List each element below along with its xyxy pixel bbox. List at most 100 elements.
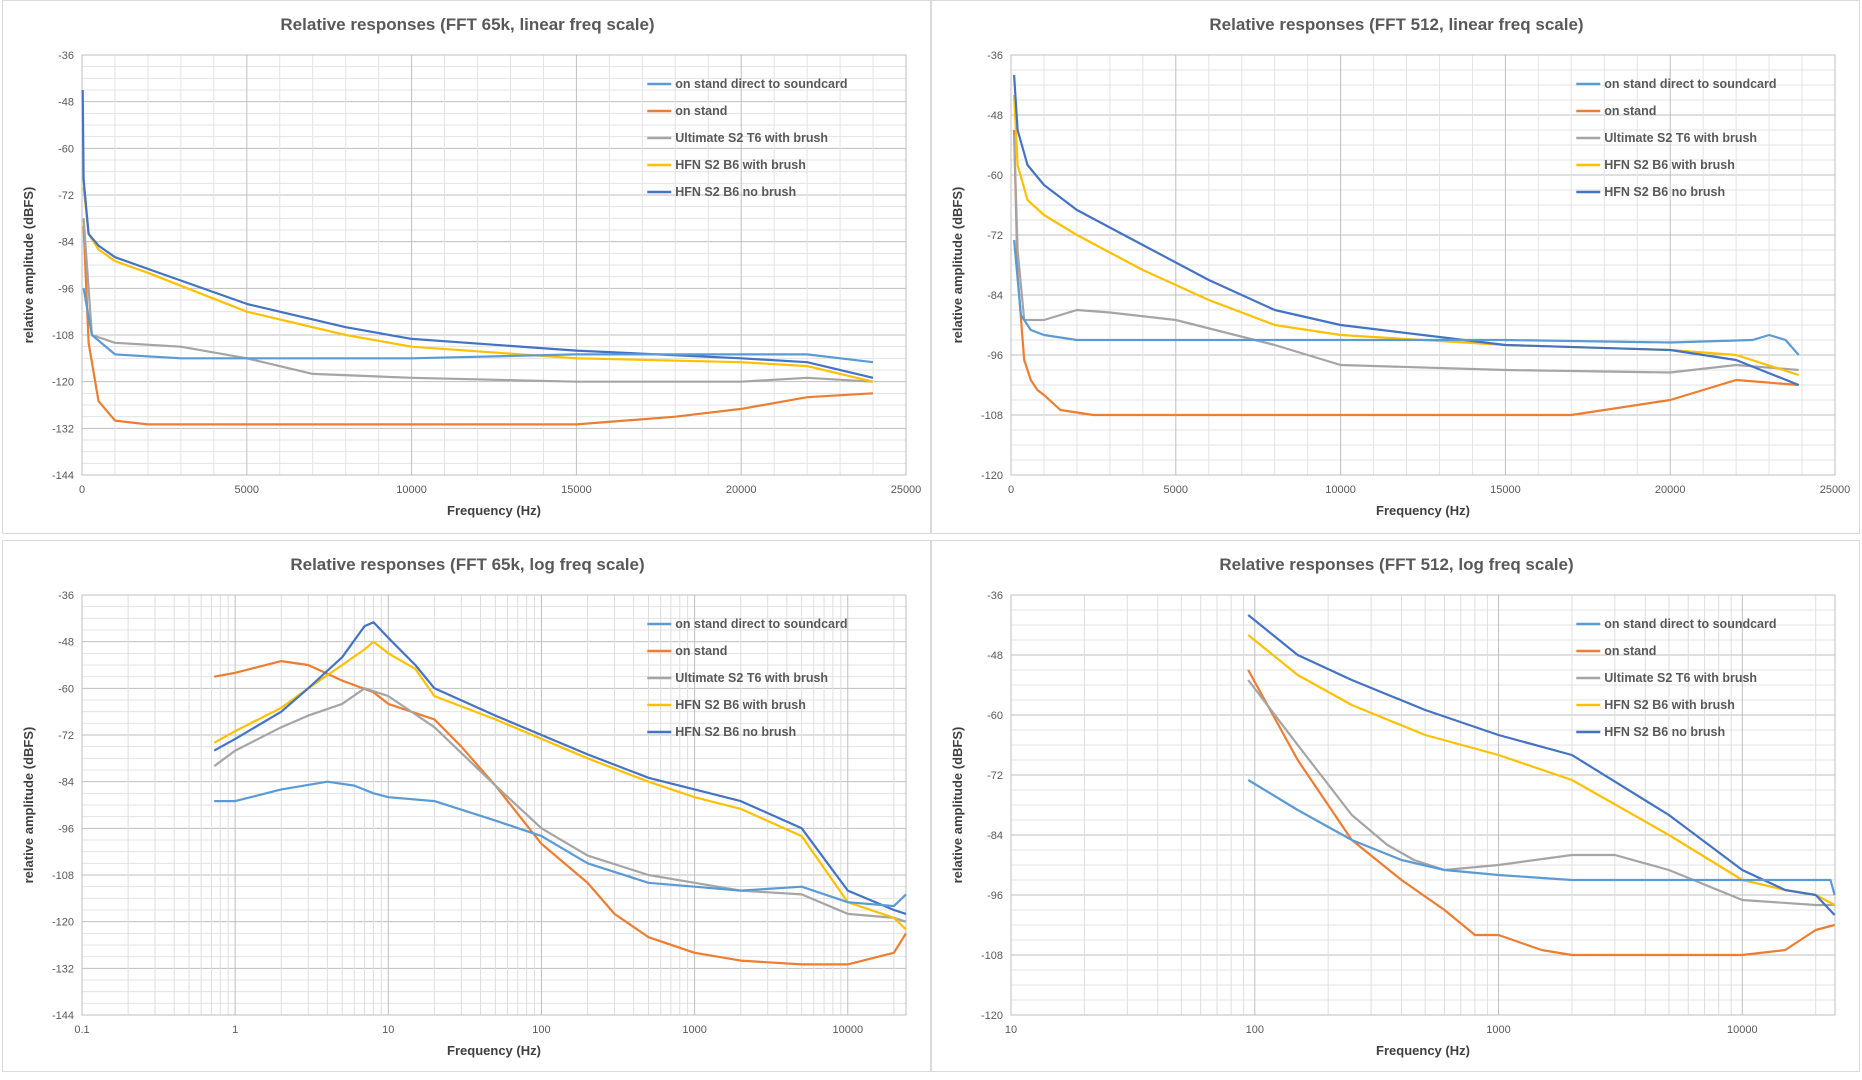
series-line-on-stand — [82, 226, 874, 426]
x-tick-label: 5000 — [1164, 484, 1188, 496]
legend-entry: on stand — [675, 104, 727, 118]
series-group — [81, 89, 874, 426]
y-axis-label: relative amplitude (dBFS) — [21, 187, 36, 344]
x-tick-label: 1000 — [682, 1024, 706, 1036]
x-tick-label: 25000 — [1820, 484, 1851, 496]
y-tick-label: -84 — [987, 290, 1003, 302]
series-line-on-stand — [1247, 669, 1835, 957]
chart-title: Relative responses (FFT 512, log freq sc… — [1219, 555, 1573, 574]
y-tick-label: -36 — [987, 50, 1003, 62]
series-line-on-stand-direct — [1013, 239, 1800, 356]
x-tick-label: 15000 — [561, 484, 592, 496]
series-line-hfn-no-brush — [213, 621, 907, 915]
legend-entry: HFN S2 B6 no brush — [1604, 185, 1725, 199]
legend-entry: on stand — [1604, 644, 1656, 658]
y-tick-label: -96 — [987, 890, 1003, 902]
x-tick-label: 1 — [232, 1024, 238, 1036]
series-line-on-stand — [213, 660, 907, 966]
y-axis-label: relative amplitude (dBFS) — [950, 727, 965, 884]
y-tick-label: -108 — [52, 330, 74, 342]
chart-title: Relative responses (FFT 512, linear freq… — [1209, 15, 1583, 34]
legend: on stand direct to soundcard on stand Ulti… — [647, 617, 848, 739]
gridlines — [81, 54, 907, 476]
legend-entry: Ultimate S2 T6 with brush — [675, 671, 828, 685]
series-line-on-stand-direct — [1247, 779, 1836, 896]
legend-entry: Ultimate S2 T6 with brush — [675, 131, 828, 145]
y-tick-label: -48 — [987, 650, 1003, 662]
series-line-ultimate — [213, 687, 907, 923]
gridlines — [1010, 594, 1835, 1016]
y-tick-label: -36 — [58, 590, 74, 602]
x-tick-label: 25000 — [891, 484, 922, 496]
chart-title: Relative responses (FFT 65k, linear freq… — [280, 15, 654, 34]
y-tick-label: -48 — [58, 637, 74, 649]
y-tick-label: -36 — [987, 590, 1003, 602]
y-tick-label: -120 — [52, 917, 74, 929]
x-tick-label: 100 — [1246, 1024, 1264, 1036]
series-line-ultimate — [82, 218, 874, 383]
x-axis-label: Frequency (Hz) — [447, 503, 541, 518]
gridlines — [81, 594, 906, 1016]
legend-entry: HFN S2 B6 no brush — [675, 725, 796, 739]
legend-entry: HFN S2 B6 with brush — [1604, 698, 1735, 712]
series-line-hfn-brush — [82, 187, 874, 383]
legend-entry: Ultimate S2 T6 with brush — [1604, 671, 1757, 685]
x-tick-label: 10000 — [1727, 1024, 1758, 1036]
x-tick-label: 10000 — [832, 1024, 863, 1036]
y-tick-label: -120 — [981, 470, 1003, 482]
x-axis-label: Frequency (Hz) — [1376, 1043, 1470, 1058]
series-line-on-stand-direct — [82, 288, 874, 364]
x-tick-label: 0 — [1008, 484, 1014, 496]
legend-entry: on stand direct to soundcard — [1604, 617, 1776, 631]
y-tick-label: -84 — [987, 830, 1003, 842]
plot-area — [1010, 594, 1836, 1016]
y-tick-label: -48 — [58, 97, 74, 109]
chart-panel-fft65k-linear: Relative responses (FFT 65k, linear freq… — [2, 0, 931, 534]
legend-entry: HFN S2 B6 with brush — [1604, 158, 1735, 172]
legend: on stand direct to soundcard on stand Ulti… — [1576, 77, 1777, 199]
y-tick-label: -120 — [981, 1010, 1003, 1022]
chart-panel-fft512-linear: Relative responses (FFT 512, linear freq… — [931, 0, 1860, 534]
legend-entry: on stand — [675, 644, 727, 658]
series-line-ultimate — [1247, 679, 1835, 907]
series-group — [213, 621, 907, 966]
chart-panel-fft65k-log: Relative responses (FFT 65k, log freq sc… — [2, 540, 931, 1072]
legend: on stand direct to soundcard on stand Ulti… — [647, 77, 848, 199]
legend-entry: HFN S2 B6 no brush — [1604, 725, 1725, 739]
y-tick-label: -132 — [52, 963, 74, 975]
legend: on stand direct to soundcard on stand Ulti… — [1576, 617, 1777, 739]
y-tick-label: -108 — [981, 950, 1003, 962]
x-tick-label: 0.1 — [74, 1024, 89, 1036]
x-tick-label: 10000 — [1325, 484, 1356, 496]
y-tick-label: -96 — [987, 350, 1003, 362]
series-group — [1247, 614, 1836, 957]
y-tick-label: -132 — [52, 423, 74, 435]
y-tick-label: -60 — [58, 683, 74, 695]
chart-svg: Relative responses (FFT 65k, linear freq… — [21, 15, 922, 518]
y-tick-label: -72 — [58, 190, 74, 202]
y-tick-label: -72 — [987, 770, 1003, 782]
x-tick-label: 20000 — [726, 484, 757, 496]
legend-entry: HFN S2 B6 with brush — [675, 158, 806, 172]
chart-svg: Relative responses (FFT 512, log freq sc… — [950, 555, 1836, 1058]
y-tick-label: -96 — [58, 283, 74, 295]
y-tick-label: -120 — [52, 377, 74, 389]
legend-entry: HFN S2 B6 no brush — [675, 185, 796, 199]
legend-entry: on stand direct to soundcard — [675, 77, 847, 91]
x-tick-label: 10 — [1005, 1024, 1017, 1036]
y-tick-label: -108 — [981, 410, 1003, 422]
y-tick-label: -60 — [987, 170, 1003, 182]
series-line-on-stand-direct — [214, 780, 907, 908]
chart-title: Relative responses (FFT 65k, log freq sc… — [290, 555, 644, 574]
y-tick-label: -36 — [58, 50, 74, 62]
legend-entry: Ultimate S2 T6 with brush — [1604, 131, 1757, 145]
y-tick-label: -60 — [58, 143, 74, 155]
series-line-hfn-no-brush — [81, 89, 874, 379]
legend-entry: HFN S2 B6 with brush — [675, 698, 806, 712]
x-tick-label: 1000 — [1486, 1024, 1510, 1036]
series-line-hfn-no-brush — [1013, 74, 1800, 387]
x-tick-label: 0 — [79, 484, 85, 496]
x-axis-label: Frequency (Hz) — [447, 1043, 541, 1058]
x-tick-label: 10000 — [396, 484, 427, 496]
y-tick-label: -84 — [58, 237, 74, 249]
